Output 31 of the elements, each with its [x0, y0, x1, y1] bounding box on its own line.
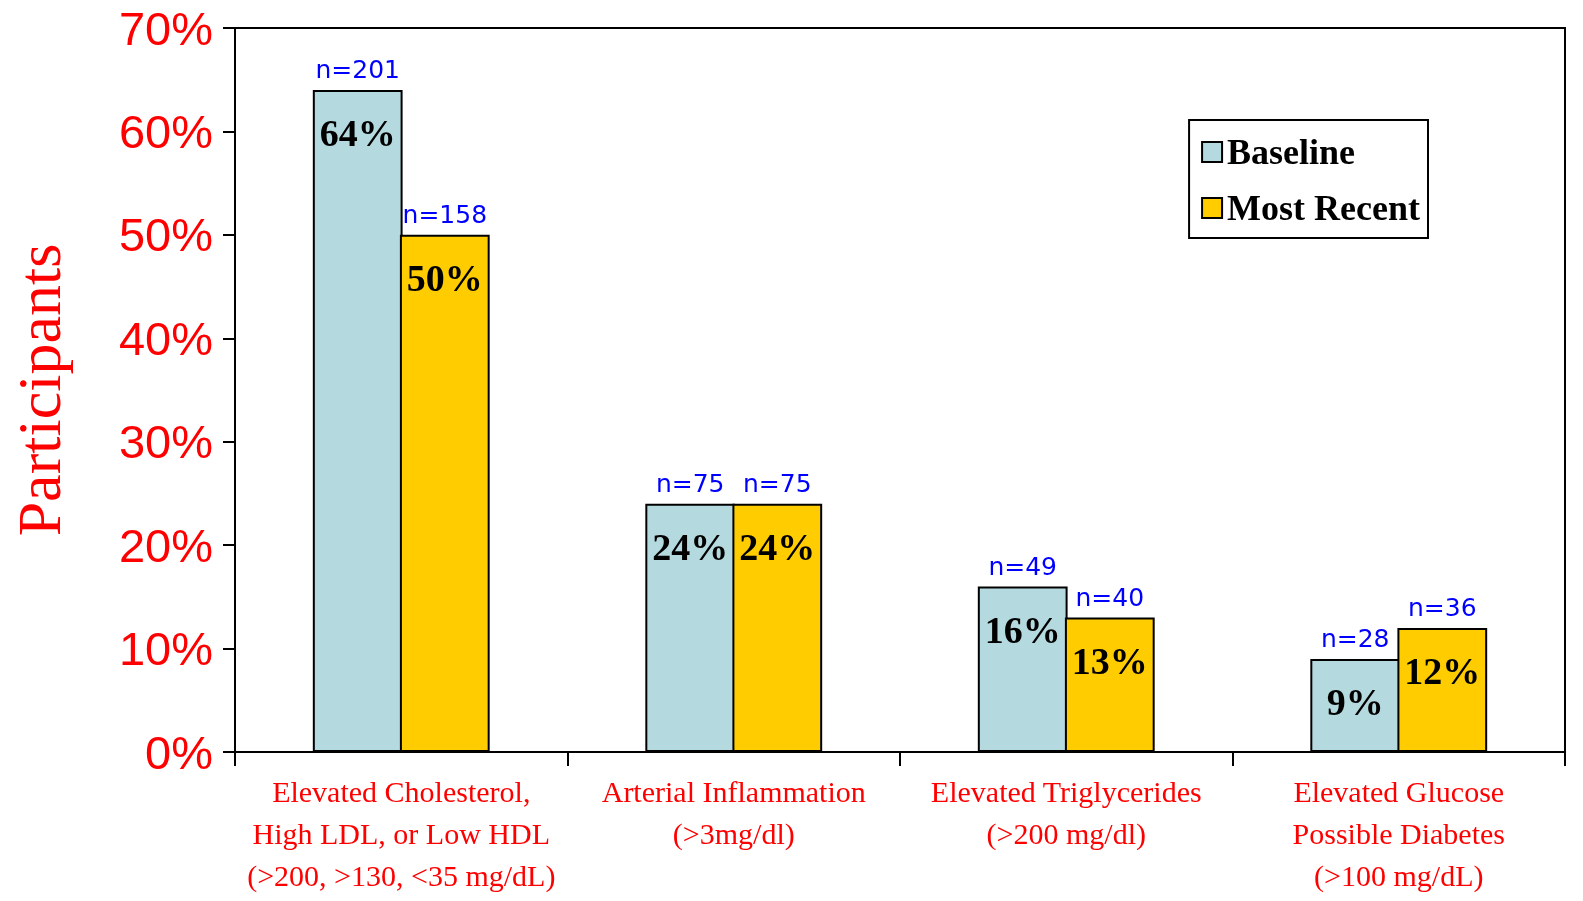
y-axis-title: Participants — [5, 243, 73, 537]
y-tick-label: 30% — [118, 415, 213, 469]
legend-label: Most Recent — [1227, 188, 1421, 228]
annotation: n=36 — [1407, 592, 1477, 622]
y-tick-label: 50% — [118, 208, 213, 262]
y-tick-label: 0% — [145, 725, 213, 779]
data-label: 24% — [652, 525, 729, 568]
legend-label: Baseline — [1227, 132, 1356, 172]
x-tick-label: Elevated Cholesterol, High LDL, or Low HDL (>200, >130, <35 mg/dL) — [247, 774, 556, 893]
annotation: n=201 — [315, 55, 400, 85]
annotation: n=49 — [988, 551, 1058, 581]
y-tick-label: 60% — [118, 104, 213, 158]
y-tick-label: 40% — [118, 311, 213, 365]
y-tick-label: 70% — [118, 1, 213, 55]
annotation: n=40 — [1075, 582, 1145, 612]
y-tick-label: 10% — [118, 622, 213, 676]
data-label: 24% — [739, 525, 816, 568]
x-tick-label: Elevated Triglycerides (>200 mg/dl) — [930, 774, 1202, 851]
annotation: n=75 — [655, 468, 725, 498]
x-tick-label: Arterial Inflammation (>3mg/dl) — [601, 774, 866, 851]
data-label: 64% — [319, 112, 396, 155]
data-label: 13% — [1071, 639, 1148, 682]
annotation: n=28 — [1320, 623, 1390, 653]
annotation: n=75 — [742, 468, 812, 498]
x-tick-label: Elevated Glucose Possible Diabetes (>100 mg/dL) — [1292, 774, 1505, 893]
data-label: 16% — [984, 608, 1061, 651]
y-tick-label: 20% — [118, 518, 213, 572]
data-label: 50% — [406, 256, 483, 299]
data-label: 9% — [1326, 680, 1384, 723]
data-label: 12% — [1404, 649, 1481, 692]
annotation: n=158 — [402, 199, 488, 229]
